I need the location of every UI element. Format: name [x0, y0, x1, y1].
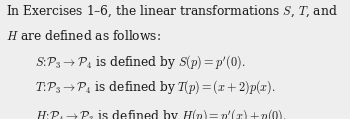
Text: $S\!:\!\mathcal{P}_3 \rightarrow \mathcal{P}_4$ is defined by $S(p) = p'(0).$: $S\!:\!\mathcal{P}_3 \rightarrow \mathca… — [35, 54, 245, 71]
Text: $T\!:\!\mathcal{P}_3 \rightarrow \mathcal{P}_4$ is defined by $T\!(p) = (x + 2)p: $T\!:\!\mathcal{P}_3 \rightarrow \mathca… — [35, 79, 276, 96]
Text: $H\!:\!\mathcal{P}_4 \rightarrow \mathcal{P}_3$ is defined by $H(p) = p'(x) + p(: $H\!:\!\mathcal{P}_4 \rightarrow \mathca… — [35, 107, 287, 119]
Text: In Exercises 1–6, the linear transformations $S$, $T$, and: In Exercises 1–6, the linear transformat… — [6, 4, 338, 19]
Text: $H$ are defined as follows:: $H$ are defined as follows: — [6, 29, 161, 43]
